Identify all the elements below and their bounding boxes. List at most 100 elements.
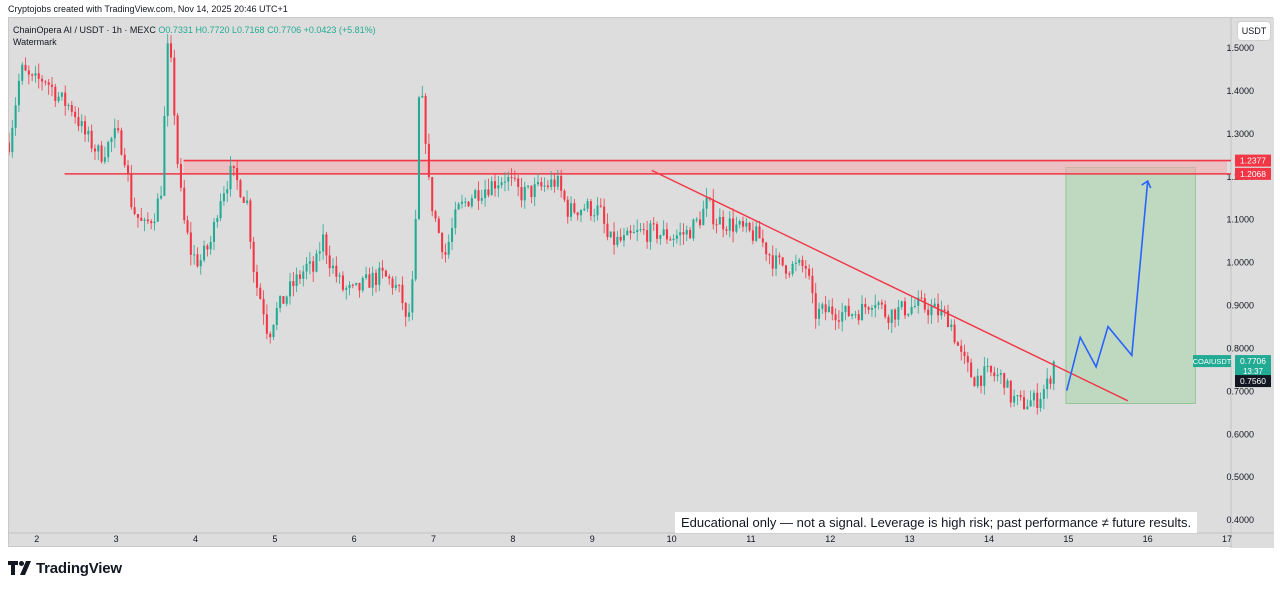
candle-body: [903, 301, 907, 316]
ohlc-low: L0.7168: [232, 25, 265, 35]
candle-body: [398, 284, 401, 286]
candle-body: [553, 179, 556, 187]
candle-body: [818, 308, 821, 319]
x-tick-label: 4: [193, 534, 198, 544]
candle-body: [613, 231, 616, 245]
candle-body: [252, 241, 255, 272]
candle-body: [894, 309, 897, 320]
x-tick-label: 6: [352, 534, 357, 544]
resistance-zone[interactable]: [183, 160, 1228, 174]
x-tick-label: 16: [1143, 534, 1153, 544]
candle-body: [84, 121, 87, 135]
candle-body: [133, 207, 136, 215]
candle-body: [897, 307, 900, 320]
candle-body: [60, 92, 63, 97]
candle-body: [447, 241, 450, 255]
x-tick-label: 14: [984, 534, 994, 544]
candle-body: [570, 203, 573, 217]
candle-body: [434, 211, 437, 219]
candle-body: [665, 229, 668, 240]
candle-body: [791, 263, 794, 274]
symbol-tag-label: COAIUSDT: [1193, 357, 1232, 366]
candle-body: [477, 190, 480, 201]
candle-body: [265, 314, 268, 334]
candle-body: [74, 111, 77, 118]
candle-body: [255, 271, 258, 288]
target-zone[interactable]: [1065, 167, 1196, 404]
candle-body: [186, 220, 189, 233]
candle-body: [748, 222, 751, 231]
candle-body: [113, 128, 116, 139]
tradingview-logo-icon: [8, 561, 31, 575]
candle-body: [123, 154, 126, 166]
price-chart[interactable]: 1.50001.40001.30001.20001.10001.00000.90…: [9, 18, 1274, 548]
symbol-line[interactable]: ChainOpera AI / USDT · 1h · MEXC: [13, 25, 156, 35]
candle-body: [546, 185, 549, 188]
candle-body: [209, 241, 212, 250]
tradingview-logo[interactable]: TradingView: [8, 558, 122, 578]
x-tick-label: 9: [590, 534, 595, 544]
candle-body: [1029, 400, 1032, 407]
currency-button[interactable]: USDT: [1238, 22, 1270, 40]
candle-body: [289, 281, 292, 297]
candle-body: [193, 254, 196, 256]
candle-body: [480, 198, 483, 201]
candle-body: [408, 312, 411, 317]
candle-body: [67, 104, 70, 106]
candle-body: [1036, 392, 1039, 409]
candle-body: [470, 198, 473, 207]
candle-body: [1026, 406, 1029, 410]
candle-body: [295, 274, 298, 287]
candle-body: [315, 253, 318, 272]
secondary-price-label: 0.7560: [1240, 376, 1266, 386]
candle-body: [335, 265, 338, 277]
candle-body: [394, 284, 397, 288]
x-tick-label: 8: [510, 534, 515, 544]
candle-body: [890, 309, 893, 323]
candle-body: [589, 201, 592, 216]
candle-body: [474, 190, 477, 199]
candle-body: [851, 314, 854, 317]
candle-body: [312, 261, 315, 272]
candle-body: [103, 157, 106, 162]
descending-trendline[interactable]: [651, 169, 1129, 402]
candle-body: [110, 138, 113, 143]
candle-body: [212, 221, 216, 242]
candle-body: [923, 298, 926, 310]
candle-body: [950, 324, 953, 328]
candle-body: [355, 282, 358, 285]
y-tick-label: 1.0000: [1226, 258, 1254, 268]
candle-body: [140, 217, 143, 221]
y-tick-label: 1.1000: [1226, 215, 1254, 225]
y-tick-label: 0.7000: [1226, 386, 1254, 396]
projection-path[interactable]: [1065, 181, 1149, 391]
x-tick-label: 15: [1063, 534, 1073, 544]
disclaimer-note: Educational only — not a signal. Leverag…: [675, 512, 1198, 533]
chart-frame[interactable]: 1.50001.40001.30001.20001.10001.00000.90…: [8, 17, 1274, 548]
candle-body: [298, 274, 301, 279]
candle-body: [728, 218, 731, 231]
candle-body: [444, 252, 447, 255]
tradingview-wordmark: TradingView: [36, 559, 122, 577]
candle-body: [771, 255, 774, 269]
candle-body: [778, 255, 781, 258]
candle-body: [517, 178, 520, 188]
candle-body: [341, 275, 344, 290]
candle-body: [203, 245, 206, 261]
candle-body: [983, 366, 986, 386]
candle-body: [302, 271, 305, 279]
candle-body: [606, 223, 609, 238]
price-axis-area[interactable]: [1231, 18, 1274, 548]
candle-body: [560, 175, 563, 191]
candle-body: [689, 229, 692, 239]
candle-body: [946, 310, 950, 328]
ohlc-high: H0.7720: [195, 25, 230, 35]
candle-body: [775, 255, 778, 269]
candle-body: [523, 186, 526, 201]
candle-body: [507, 176, 510, 182]
candle-body: [943, 309, 946, 311]
candle-body: [41, 78, 44, 82]
candle-body: [1006, 380, 1009, 388]
candle-body: [599, 205, 602, 207]
x-tick-label: 13: [905, 534, 915, 544]
